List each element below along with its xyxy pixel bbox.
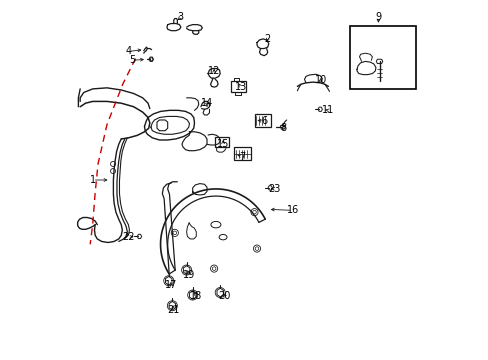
Bar — [254, 113, 270, 127]
Text: 23: 23 — [268, 184, 281, 194]
Text: 3: 3 — [177, 13, 183, 22]
Text: 5: 5 — [128, 55, 135, 65]
Text: 8: 8 — [280, 123, 286, 133]
Bar — [349, 26, 415, 89]
Text: 20: 20 — [218, 291, 230, 301]
Text: 10: 10 — [315, 75, 327, 85]
Text: 1: 1 — [89, 175, 96, 185]
Text: 18: 18 — [190, 291, 202, 301]
Text: 15: 15 — [217, 139, 229, 149]
Text: 2: 2 — [264, 34, 270, 44]
Text: 6: 6 — [261, 116, 266, 126]
Text: 14: 14 — [201, 98, 213, 108]
Text: 17: 17 — [165, 280, 177, 291]
Text: 9: 9 — [375, 13, 381, 22]
Text: 22: 22 — [122, 232, 134, 242]
Bar — [234, 147, 250, 160]
Text: 16: 16 — [286, 205, 298, 215]
Text: 13: 13 — [234, 82, 246, 92]
Text: 7: 7 — [239, 152, 245, 162]
Text: 19: 19 — [183, 270, 195, 280]
Text: 21: 21 — [166, 305, 179, 315]
Text: 12: 12 — [207, 66, 220, 76]
Text: 4: 4 — [125, 46, 131, 57]
Text: 11: 11 — [322, 105, 334, 115]
Bar — [230, 81, 245, 93]
Bar — [215, 137, 228, 147]
